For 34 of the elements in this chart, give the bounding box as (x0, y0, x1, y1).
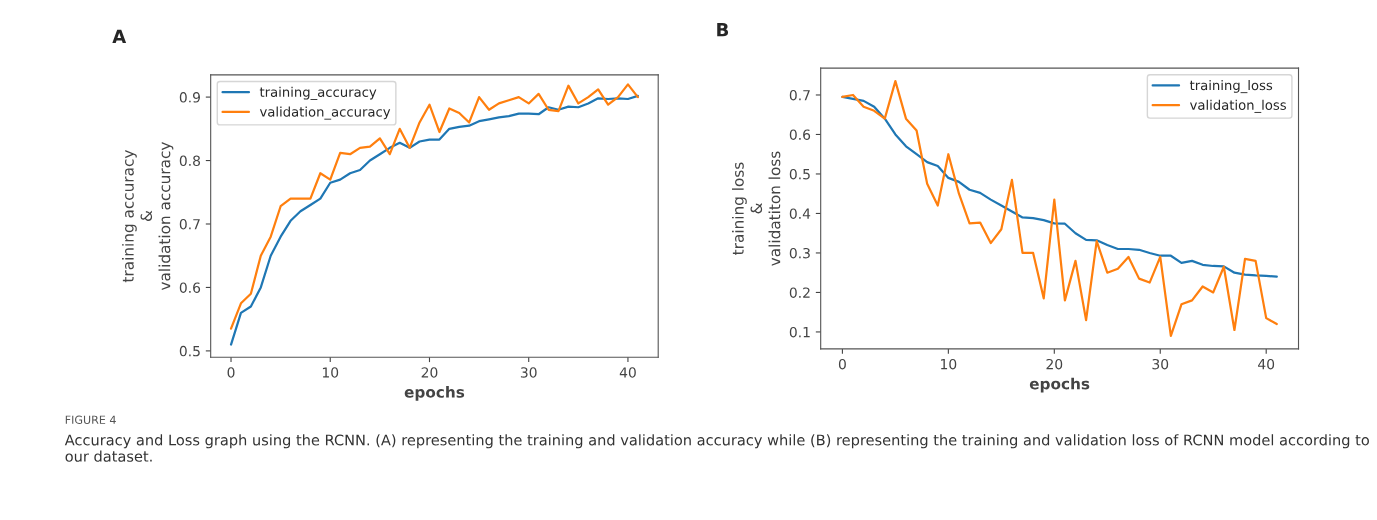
y-tick-label: 0.1 (789, 326, 810, 338)
y-tick-label: 0.5 (789, 168, 810, 180)
y-tick-label: 0.2 (789, 287, 810, 298)
y-tick-label: 0.8 (179, 155, 201, 167)
y-tick-label: 0.7 (789, 89, 810, 101)
legend-label: training_loss (1189, 80, 1273, 94)
legend-label: validation_accuracy (259, 106, 391, 120)
chart-title: A (112, 29, 127, 43)
y-tick-label: 0.6 (789, 129, 811, 140)
legend-label: training_accuracy (259, 86, 377, 100)
x-axis-title: epochs (404, 385, 465, 401)
x-tick-label: 40 (1258, 358, 1275, 370)
y-axis-title: training loss & validatiton loss (732, 151, 781, 266)
x-tick-label: 20 (1046, 358, 1063, 370)
y-axis-title: training accuracy & validation accuracy (121, 142, 174, 291)
legend-label: validation_loss (1189, 99, 1286, 113)
y-tick-label: 0.6 (179, 282, 201, 293)
y-tick-label: 0.4 (789, 208, 811, 219)
x-tick-label: 10 (941, 358, 957, 370)
x-tick-label: 40 (619, 367, 636, 378)
y-tick-label: 0.9 (179, 92, 200, 103)
x-tick-label: 0 (838, 358, 846, 370)
y-tick-label: 0.5 (179, 345, 200, 357)
y-tick-label: 0.3 (789, 247, 810, 259)
y-tick-label: 0.7 (179, 218, 200, 230)
x-tick-label: 30 (520, 367, 537, 378)
x-axis-title: epochs (1029, 377, 1090, 393)
text: Accuracy and Loss graph using the RCNN. (A) representing the training and validation accuracy while (B) representing the training and validation loss of RCNN model according to our dataset. (64, 434, 1369, 462)
x-tick-label: 20 (421, 367, 438, 378)
caption: FIGURE 4 (65, 415, 116, 424)
x-tick-label: 10 (322, 367, 339, 378)
x-tick-label: 0 (227, 367, 235, 378)
x-tick-label: 30 (1152, 358, 1169, 370)
chart-title: B (717, 23, 729, 37)
